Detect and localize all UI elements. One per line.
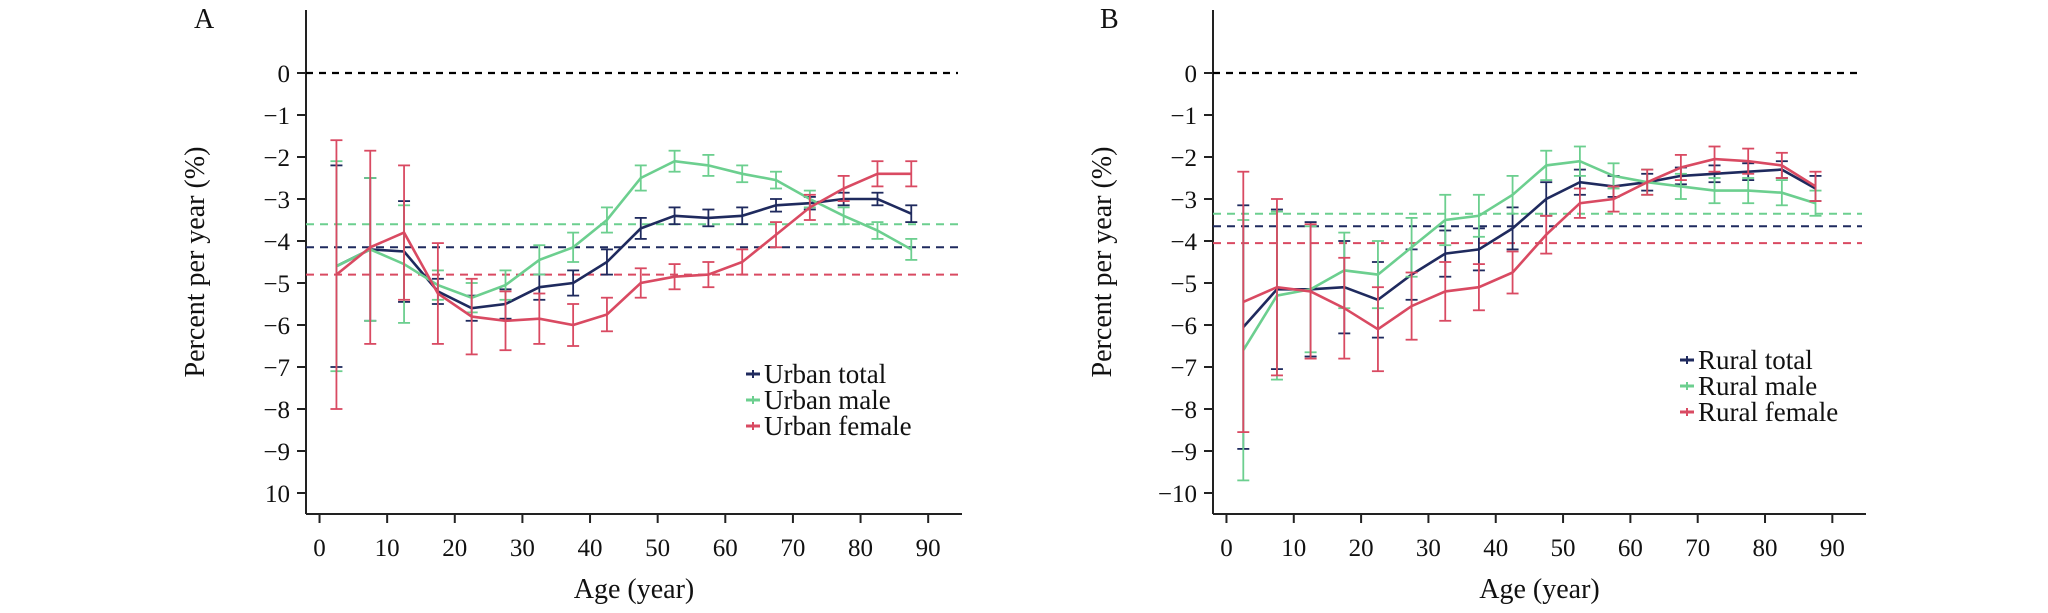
y-tick-label: −10 [1158,481,1197,508]
x-tick-label: 60 [713,535,738,562]
x-tick-label: 0 [1220,535,1233,562]
x-tick-label: 50 [1551,535,1576,562]
series-line [335,172,912,327]
x-tick-label: 30 [1416,535,1441,562]
x-axis-title: Age (year) [1479,574,1599,605]
panel-a: A 0 −1 −2 −3 −4 −5 −6 −7 −8 −9 10 0 10 20 30 40 50 60 70 80 9… [180,4,962,605]
y-axis-title: Percent per year (%) [1087,147,1118,378]
y-tick-label: −5 [1170,271,1197,298]
series-line [335,197,912,310]
y-tick-label: −8 [1170,397,1197,424]
y-tick-label: −3 [263,187,290,214]
x-tick-label: 0 [313,535,326,562]
x-axis-title: Age (year) [574,574,694,605]
x-tick-label: 50 [645,535,670,562]
y-tick-label: −6 [1170,313,1197,340]
series-line [1242,157,1817,331]
x-tick-label: 10 [1281,535,1306,562]
x-tick-label: 30 [510,535,535,562]
x-tick-label: 80 [848,535,873,562]
x-tick-label: 90 [916,535,941,562]
x-tick-label: 20 [442,535,467,562]
y-tick-label: −7 [1170,355,1197,382]
y-tick-label: −4 [1170,229,1197,256]
y-tick-label: −2 [263,145,290,172]
panel-label: A [194,4,215,35]
legend-label: Urban male [764,385,891,415]
y-tick-label: −9 [1170,439,1197,466]
y-axis-title: Percent per year (%) [180,147,211,378]
x-tick-label: 70 [1685,535,1710,562]
y-tick-label: 0 [1185,61,1198,88]
y-tick-label: −3 [1170,187,1197,214]
x-tick-label: 20 [1349,535,1374,562]
legend-label: Rural female [1698,397,1838,427]
legend-label: Urban female [764,411,912,441]
y-tick-label: −1 [263,103,290,130]
x-tick-label: 10 [375,535,400,562]
x-tick-label: 60 [1618,535,1643,562]
x-tick-label: 70 [780,535,805,562]
y-tick-label: −1 [1170,103,1197,130]
x-tick-label: 40 [1483,535,1508,562]
y-tick-label: −7 [263,355,290,382]
series-line [335,159,912,300]
panel-b: B 0 −1 −2 −3 −4 −5 −6 −7 −8 −9 −10 0 10 20 30 40 50 60 70 80… [1087,4,1866,605]
legend-label: Rural total [1698,345,1813,375]
y-tick-label: −5 [263,271,290,298]
panel-label: B [1100,4,1119,35]
y-tick-label: −9 [263,439,290,466]
y-tick-label: 0 [278,61,291,88]
y-tick-label: −6 [263,313,290,340]
x-tick-label: 80 [1753,535,1778,562]
y-tick-label: −4 [263,229,290,256]
series-line [1242,168,1817,328]
x-tick-label: 90 [1820,535,1845,562]
legend-label: Rural male [1698,371,1817,401]
series-group [1237,145,1822,434]
x-tick-label: 40 [578,535,603,562]
series-group [330,139,918,410]
y-tick-label: −2 [1170,145,1197,172]
y-tick-label: −8 [263,397,290,424]
y-tick-label: 10 [265,481,290,508]
legend-label: Urban total [764,359,886,389]
series-line [1242,159,1816,351]
series-group [1237,145,1822,482]
